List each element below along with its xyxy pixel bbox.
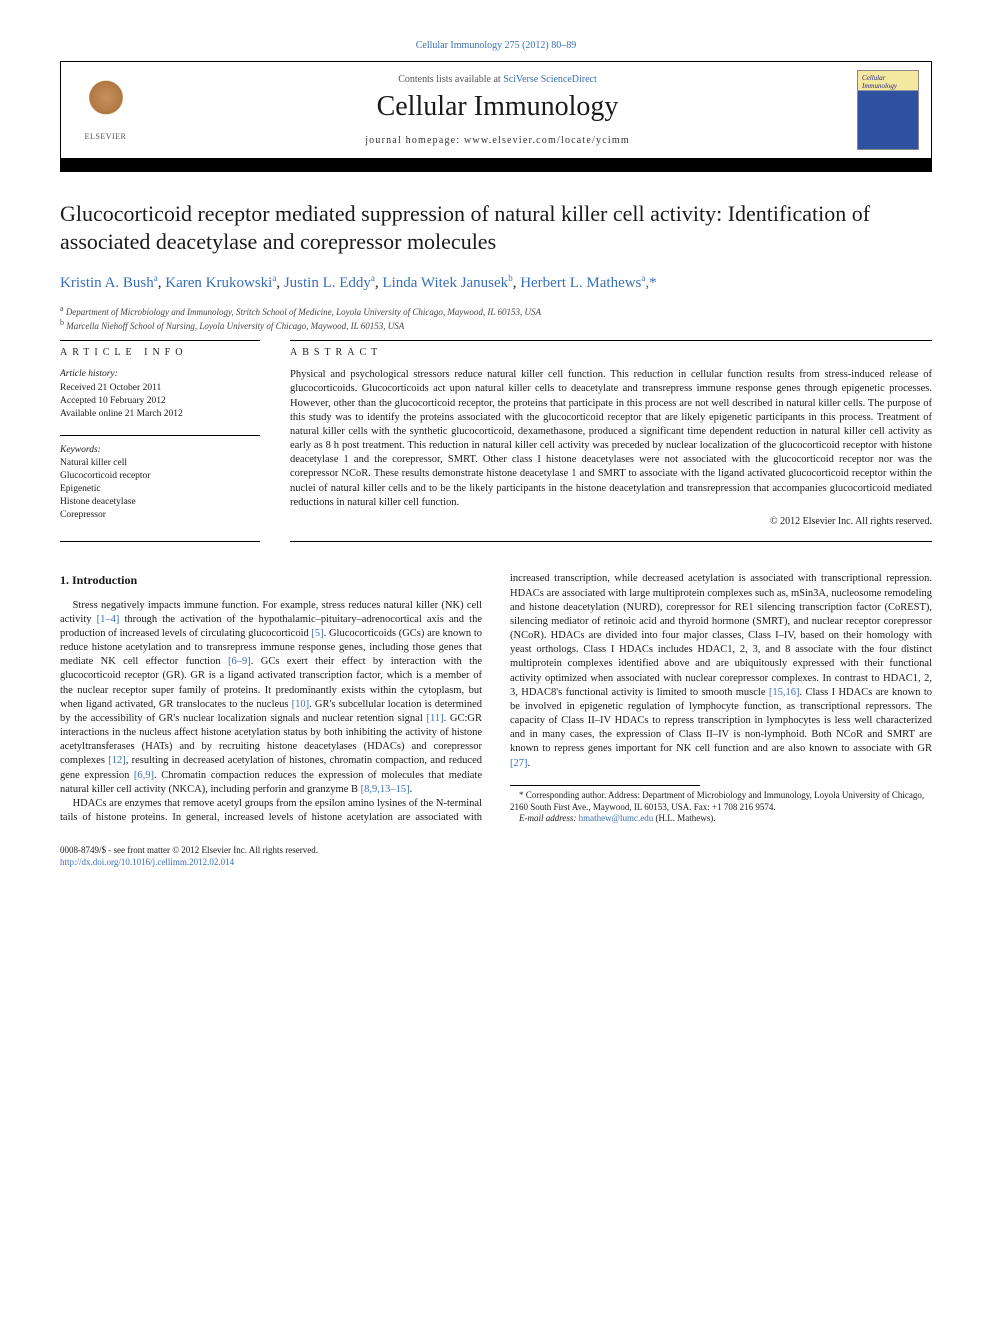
accepted-date: Accepted 10 February 2012 — [60, 395, 260, 408]
sciencedirect-link[interactable]: SciVerse ScienceDirect — [503, 74, 597, 85]
author-link[interactable]: Linda Witek Janusek — [382, 275, 508, 291]
affiliations: a Department of Microbiology and Immunol… — [60, 304, 932, 332]
author-link[interactable]: Kristin A. Bush — [60, 275, 154, 291]
section-heading: 1. Introduction — [60, 572, 482, 588]
elsevier-logo: ELSEVIER — [73, 73, 138, 148]
citation-link[interactable]: [1–4] — [97, 614, 120, 625]
journal-header: ELSEVIER Contents lists available at Sci… — [60, 61, 932, 158]
keyword: Natural killer cell — [60, 457, 260, 470]
body-text: . — [410, 784, 413, 795]
abstract-text: Physical and psychological stressors red… — [290, 368, 932, 510]
authors-line: Kristin A. Busha, Karen Krukowskia, Just… — [60, 273, 932, 292]
body-paragraph: Stress negatively impacts immune functio… — [60, 599, 482, 797]
online-date: Available online 21 March 2012 — [60, 408, 260, 421]
body-text: . — [528, 758, 531, 769]
author-aff-sup: a — [154, 273, 158, 283]
citation-link[interactable]: [6,9] — [134, 770, 154, 781]
keyword: Epigenetic — [60, 483, 260, 496]
footnotes: * Corresponding author. Address: Departm… — [510, 790, 932, 825]
header-black-bar — [60, 158, 932, 172]
citation-link[interactable]: [8,9,13–15] — [361, 784, 410, 795]
author-link[interactable]: Karen Krukowski — [165, 275, 272, 291]
journal-title: Cellular Immunology — [138, 91, 857, 123]
citation-link[interactable]: [5] — [311, 628, 323, 639]
abstract-heading: ABSTRACT — [290, 347, 932, 358]
article-info-heading: ARTICLE INFO — [60, 347, 260, 358]
contents-prefix: Contents lists available at — [398, 74, 503, 85]
corresponding-author-note: Corresponding author. Address: Departmen… — [510, 790, 924, 812]
affiliation-b: Marcella Niehoff School of Nursing, Loyo… — [66, 321, 404, 331]
article-title: Glucocorticoid receptor mediated suppres… — [60, 200, 932, 255]
keyword: Corepressor — [60, 509, 260, 522]
citation-link[interactable]: [6–9] — [228, 656, 251, 667]
citation-link[interactable]: [10] — [292, 699, 310, 710]
elsevier-tree-icon — [81, 80, 131, 130]
email-link[interactable]: hmathew@lumc.edu — [579, 813, 654, 823]
keywords-head: Keywords: — [60, 444, 260, 457]
contents-available-line: Contents lists available at SciVerse Sci… — [138, 74, 857, 85]
doi-link[interactable]: http://dx.doi.org/10.1016/j.cellimm.2012… — [60, 857, 234, 867]
corresponding-star-icon: ,* — [645, 275, 656, 291]
keyword: Histone deacetylase — [60, 496, 260, 509]
journal-reference: Cellular Immunology 275 (2012) 80–89 — [60, 40, 932, 51]
corresponding-star-icon: * — [519, 790, 526, 800]
email-person: (H.L. Mathews). — [655, 813, 715, 823]
citation-link[interactable]: [15,16] — [769, 687, 800, 698]
homepage-url[interactable]: www.elsevier.com/locate/ycimm — [464, 135, 630, 146]
journal-homepage-line: journal homepage: www.elsevier.com/locat… — [138, 135, 857, 146]
footnote-separator — [510, 785, 700, 786]
author-aff-sup: a — [371, 273, 375, 283]
journal-cover-thumbnail — [857, 70, 919, 150]
author-aff-sup: a — [272, 273, 276, 283]
affiliation-a: Department of Microbiology and Immunolog… — [66, 307, 541, 317]
email-label: E-mail address: — [519, 813, 576, 823]
citation-link[interactable]: [11] — [426, 713, 443, 724]
abstract-column: ABSTRACT Physical and psychological stre… — [290, 347, 932, 535]
author-link[interactable]: Herbert L. Mathews — [520, 275, 641, 291]
abstract-copyright: © 2012 Elsevier Inc. All rights reserved… — [290, 516, 932, 527]
page-footer: 0008-8749/$ - see front matter © 2012 El… — [60, 845, 932, 868]
issn-line: 0008-8749/$ - see front matter © 2012 El… — [60, 845, 932, 857]
citation-link[interactable]: [12] — [108, 755, 126, 766]
received-date: Received 21 October 2011 — [60, 382, 260, 395]
citation-link[interactable]: [27] — [510, 758, 528, 769]
homepage-label: journal homepage: — [365, 135, 464, 146]
article-history-head: Article history: — [60, 368, 260, 381]
body-two-columns: 1. Introduction Stress negatively impact… — [60, 572, 932, 825]
publisher-name: ELSEVIER — [85, 132, 127, 141]
article-info-column: ARTICLE INFO Article history: Received 2… — [60, 347, 260, 535]
keyword: Glucocorticoid receptor — [60, 470, 260, 483]
author-aff-sup: b — [508, 273, 513, 283]
author-link[interactable]: Justin L. Eddy — [284, 275, 371, 291]
